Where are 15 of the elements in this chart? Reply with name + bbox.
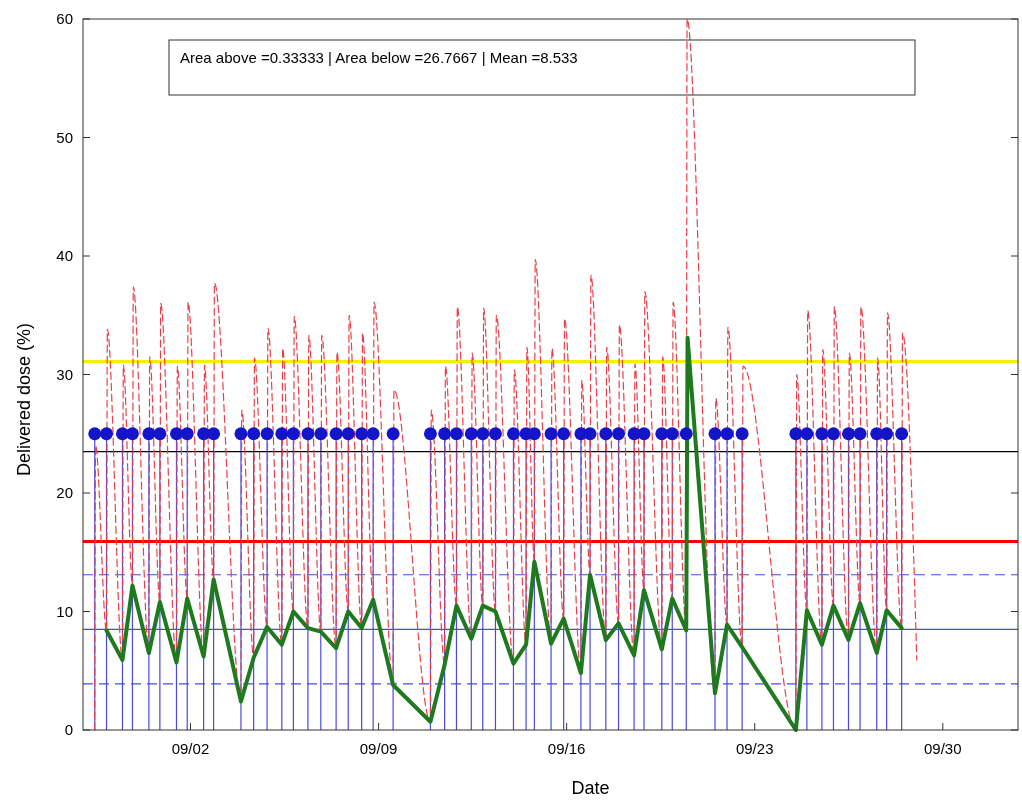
annotation: Area above =0.33333 | Area below =26.7667 | Mean =8.533 [180, 49, 578, 66]
x-tick-label: 09/09 [359, 740, 398, 757]
y-tick-label: 50 [56, 128, 73, 146]
y-tick-label: 10 [56, 602, 73, 620]
y-tick-label: 20 [56, 484, 73, 502]
y-tick-label: 40 [56, 247, 73, 265]
x-tick-label: 09/30 [924, 740, 962, 757]
x-tick-label: 09/23 [735, 740, 774, 757]
x-tick-label: 09/02 [171, 740, 210, 757]
x-tick-label: 09/16 [547, 740, 586, 757]
y-tick-label: 30 [56, 365, 73, 383]
y-tick-label: 60 [56, 10, 73, 28]
y-tick-label: 0 [64, 721, 73, 739]
y-axis-title: Delivered dose (%) [14, 322, 34, 477]
x-axis-title: Date [571, 778, 610, 798]
